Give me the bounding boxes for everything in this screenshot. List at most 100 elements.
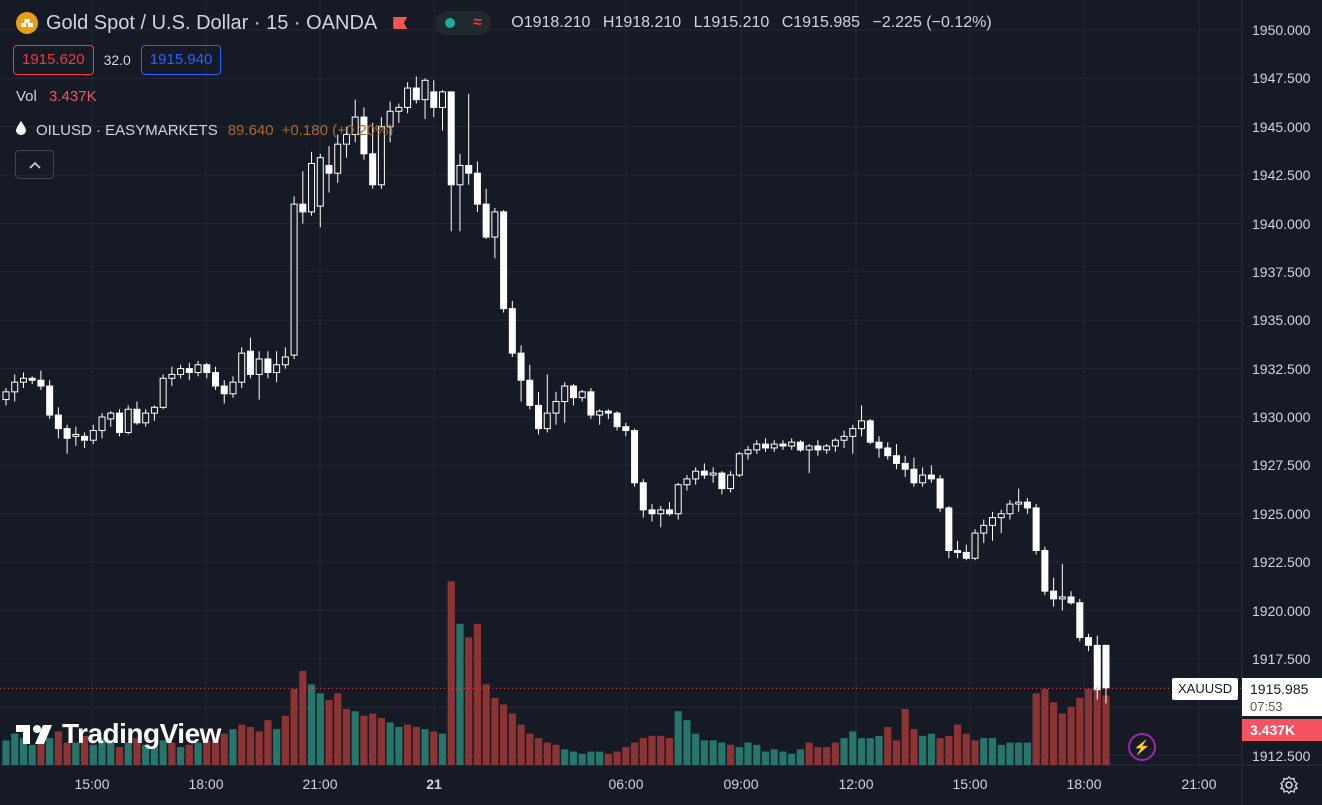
volume-label: Vol xyxy=(16,88,37,105)
tradingview-logo[interactable]: TradingView xyxy=(16,718,221,750)
candle-body xyxy=(1076,602,1084,639)
candle-body xyxy=(840,435,848,441)
candle-body xyxy=(927,474,935,480)
candle xyxy=(1041,546,1049,596)
volume-bar xyxy=(770,749,778,765)
countdown-tag: 07:53 xyxy=(1242,698,1322,716)
volume-bar xyxy=(1084,688,1093,765)
volume-bar xyxy=(342,709,351,765)
candle xyxy=(639,478,647,518)
volume-bar xyxy=(211,738,220,765)
candle xyxy=(744,446,752,460)
candle-body xyxy=(281,356,289,366)
candle xyxy=(308,151,316,216)
candle-body xyxy=(517,352,525,381)
volume-bar xyxy=(997,744,1005,765)
time-scale-label: 15:00 xyxy=(952,776,988,792)
volume-bar xyxy=(325,700,333,765)
candle-body xyxy=(796,441,804,451)
candle xyxy=(561,382,569,423)
volume-bar xyxy=(683,720,691,765)
candle xyxy=(971,529,979,561)
volume-bar xyxy=(37,740,45,765)
volume-bar xyxy=(508,713,516,765)
volume-bar xyxy=(534,738,543,765)
candle xyxy=(569,384,577,406)
candle xyxy=(482,188,490,239)
volume-bar xyxy=(203,740,211,765)
volume-bar xyxy=(953,724,962,765)
volume-bar xyxy=(447,581,455,765)
candle-body xyxy=(997,513,1005,519)
volume-bar xyxy=(1050,702,1058,765)
volume-bar xyxy=(674,711,682,765)
volume-bar xyxy=(142,744,150,765)
volume-bar xyxy=(788,753,796,765)
volume-bar xyxy=(901,709,909,765)
candle-body xyxy=(351,116,359,135)
candle xyxy=(491,208,499,259)
price-scale-label: 1927.500 xyxy=(1252,457,1311,474)
collapse-legend-button[interactable] xyxy=(15,150,54,179)
candle-body xyxy=(866,420,874,443)
candle-body xyxy=(1050,590,1058,600)
overlay-price: 89.640 xyxy=(227,121,274,139)
candle xyxy=(613,411,621,431)
candle-body xyxy=(639,482,647,511)
candle-body xyxy=(962,551,970,559)
volume-bar xyxy=(980,738,988,765)
candle-body xyxy=(342,133,350,145)
market-status-pill[interactable]: ≈ xyxy=(435,11,492,35)
volume-bar xyxy=(988,738,997,765)
candlestick-series xyxy=(2,76,1110,704)
candle xyxy=(665,502,673,516)
candle-body xyxy=(185,368,193,373)
volume-bar xyxy=(700,740,708,765)
candle xyxy=(1032,504,1040,555)
flag-icon[interactable] xyxy=(393,17,408,29)
volume-bar xyxy=(1015,742,1023,765)
candle-body xyxy=(482,203,490,238)
volume-bar xyxy=(613,751,621,765)
candle-body xyxy=(700,470,708,476)
candle xyxy=(72,426,80,447)
candle-body xyxy=(910,468,918,484)
candle xyxy=(316,153,324,228)
low-value: 1915.210 xyxy=(702,14,770,31)
candle xyxy=(2,387,10,406)
volume-bar xyxy=(692,733,700,765)
volume-bar xyxy=(98,738,106,765)
volume-bar xyxy=(622,747,630,765)
overlay-legend[interactable]: OILUSD · EASYMARKETS 89.640 +0.180 (+0.2… xyxy=(16,121,393,139)
candle xyxy=(692,467,700,485)
candle-body xyxy=(63,428,71,439)
buy-button[interactable]: 1915.940 xyxy=(140,45,222,75)
volume-bar xyxy=(491,697,499,765)
candle xyxy=(81,432,89,448)
candle xyxy=(28,376,36,385)
candle xyxy=(168,366,176,387)
candle-body xyxy=(622,426,630,432)
candle-body xyxy=(107,412,115,420)
volume-bar xyxy=(185,744,193,765)
tradingview-wordmark: TradingView xyxy=(62,718,221,749)
volume-bar xyxy=(569,751,578,765)
candle-body xyxy=(194,364,202,373)
candle xyxy=(517,345,525,402)
candle xyxy=(814,440,822,456)
candle-body xyxy=(596,410,604,416)
candle xyxy=(290,196,298,359)
candle-body xyxy=(229,381,237,395)
symbol-title[interactable]: Gold Spot / U.S. Dollar · 15 · OANDA xyxy=(46,11,378,34)
lightning-icon[interactable]: ⚡ xyxy=(1128,733,1156,761)
time-scale-label: 12:00 xyxy=(838,776,874,792)
candle-body xyxy=(1067,596,1075,604)
price-scale-label: 1925.000 xyxy=(1252,505,1311,522)
candle xyxy=(727,471,735,493)
candle-body xyxy=(770,443,778,449)
volume-legend[interactable]: Vol 3.437K xyxy=(16,88,97,105)
candle-body xyxy=(316,157,324,207)
sell-button[interactable]: 1915.620 xyxy=(13,45,94,75)
settings-icon[interactable] xyxy=(1278,774,1300,796)
